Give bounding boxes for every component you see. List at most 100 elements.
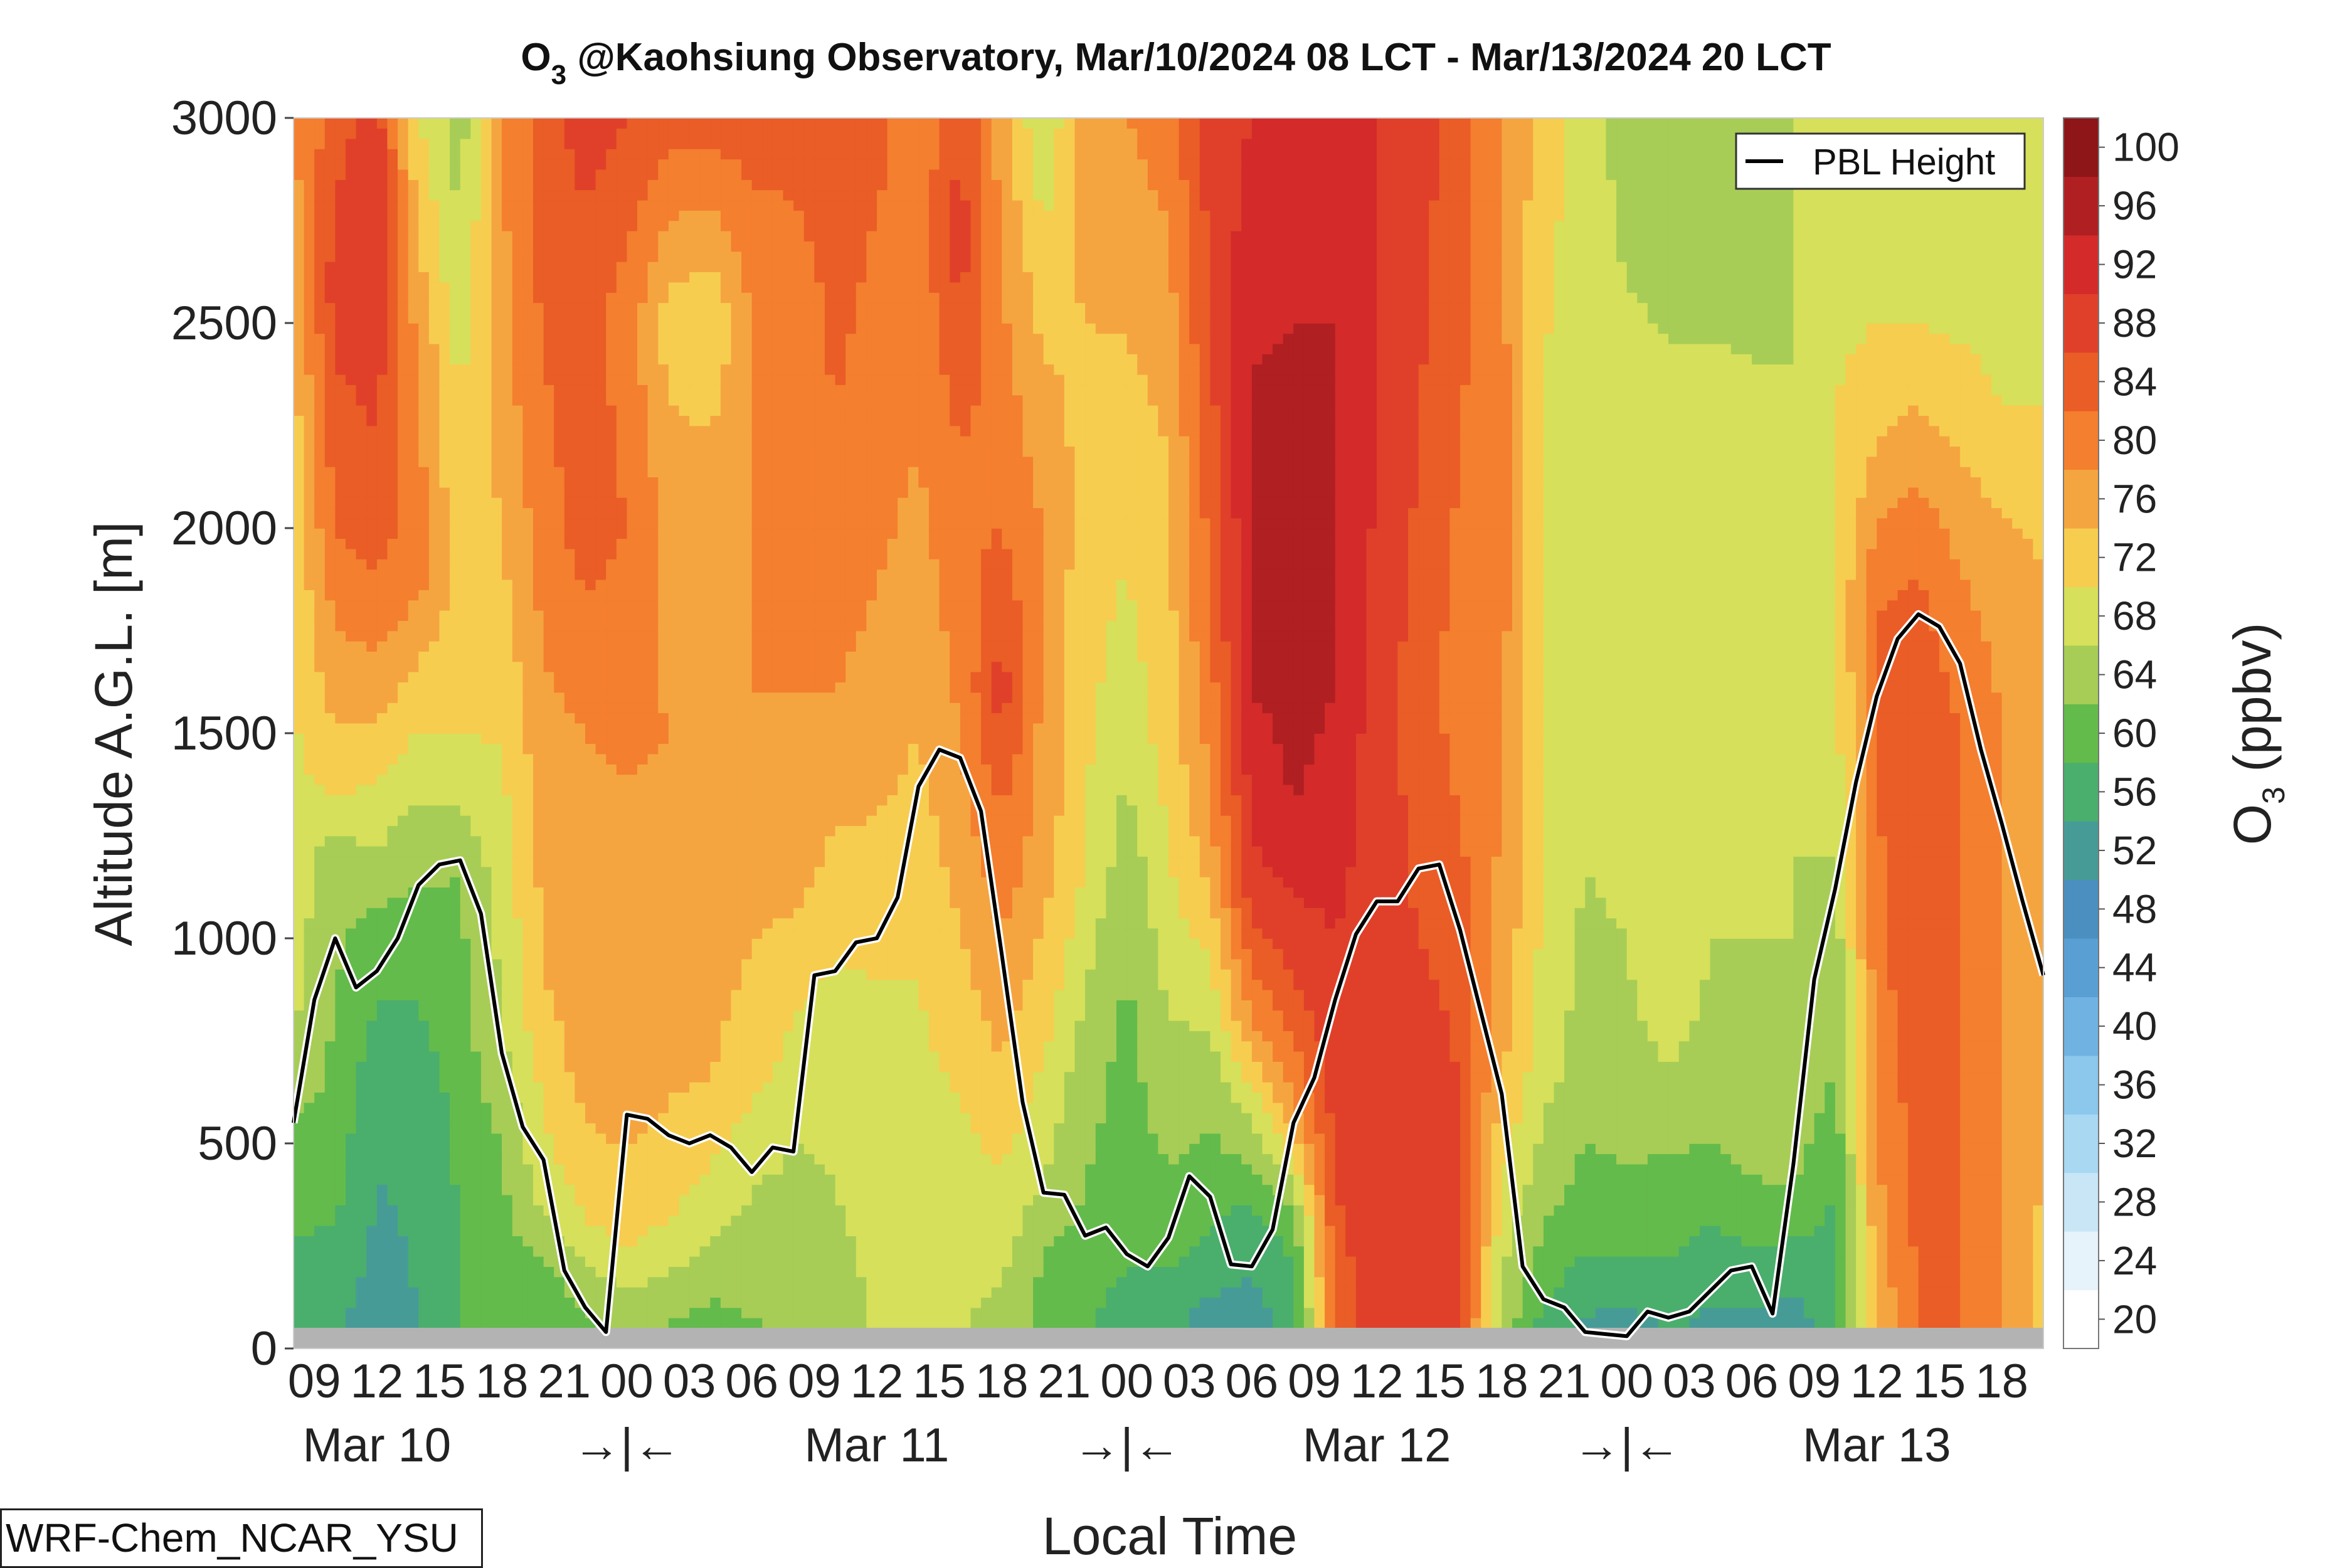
- heatmap-cell: [418, 333, 429, 344]
- heatmap-cell: [408, 1000, 419, 1010]
- heatmap-cell: [377, 159, 388, 169]
- heatmap-cell: [366, 282, 377, 293]
- heatmap-cell: [346, 497, 356, 508]
- heatmap-cell: [377, 1174, 388, 1185]
- heatmap-cell: [304, 1266, 315, 1277]
- heatmap-cell: [325, 262, 336, 272]
- heatmap-cell: [304, 959, 315, 970]
- heatmap-cell: [429, 374, 440, 385]
- heatmap-cell: [346, 528, 356, 539]
- heatmap-cell: [418, 1072, 429, 1083]
- heatmap-cell: [325, 1092, 336, 1103]
- heatmap-cell: [294, 457, 304, 467]
- heatmap-cell: [408, 580, 419, 590]
- heatmap-cell: [314, 190, 325, 201]
- heatmap-cell: [418, 785, 429, 795]
- heatmap-cell: [325, 272, 336, 282]
- heatmap-cell: [440, 467, 450, 477]
- heatmap-cell: [377, 395, 388, 406]
- heatmap-cell: [429, 969, 440, 980]
- heatmap-cell: [377, 457, 388, 467]
- heatmap-cell: [346, 1010, 356, 1020]
- heatmap-cell: [450, 1256, 460, 1267]
- heatmap-cell: [408, 969, 419, 980]
- heatmap-cell: [418, 610, 429, 621]
- heatmap-cell: [346, 1216, 356, 1226]
- heatmap-cell: [325, 1216, 336, 1226]
- heatmap-cell: [440, 1184, 450, 1195]
- heatmap-cell: [388, 1226, 398, 1236]
- heatmap-cell: [314, 1072, 325, 1083]
- heatmap-cell: [314, 252, 325, 262]
- heatmap-cell: [366, 805, 377, 816]
- heatmap-cell: [408, 764, 419, 775]
- heatmap-cell: [346, 405, 356, 416]
- heatmap-cell: [356, 272, 367, 282]
- heatmap-cell: [356, 1318, 367, 1328]
- heatmap-cell: [335, 856, 346, 867]
- heatmap-cell: [377, 221, 388, 231]
- heatmap-cell: [408, 692, 419, 703]
- heatmap-cell: [377, 1082, 388, 1093]
- heatmap-cell: [429, 1256, 440, 1267]
- heatmap-cell: [408, 1041, 419, 1052]
- heatmap-cell: [408, 364, 419, 374]
- heatmap-cell: [440, 928, 450, 939]
- heatmap-cell: [314, 1153, 325, 1164]
- heatmap-cell: [429, 436, 440, 447]
- heatmap-cell: [294, 1000, 304, 1010]
- heatmap-cell: [429, 179, 440, 190]
- heatmap-cell: [418, 825, 429, 836]
- heatmap-cell: [356, 538, 367, 549]
- heatmap-cell: [440, 1246, 450, 1257]
- heatmap-cell: [366, 1297, 377, 1308]
- heatmap-cell: [335, 1277, 346, 1288]
- heatmap-cell: [304, 580, 315, 590]
- heatmap-cell: [304, 272, 315, 282]
- heatmap-cell: [418, 221, 429, 231]
- heatmap-cell: [398, 518, 408, 529]
- heatmap-cell: [366, 610, 377, 621]
- heatmap-cell: [335, 1092, 346, 1103]
- heatmap-cell: [440, 241, 450, 252]
- heatmap-cell: [335, 446, 346, 457]
- heatmap-cell: [408, 1143, 419, 1154]
- heatmap-cell: [388, 979, 398, 990]
- heatmap-cell: [294, 149, 304, 159]
- heatmap-cell: [314, 169, 325, 180]
- heatmap-cell: [366, 590, 377, 600]
- heatmap-cell: [294, 313, 304, 324]
- heatmap-cell: [314, 856, 325, 867]
- heatmap-cell: [440, 743, 450, 754]
- heatmap-cell: [398, 969, 408, 980]
- heatmap-cell: [366, 179, 377, 190]
- heatmap-cell: [314, 1297, 325, 1308]
- heatmap-cell: [408, 457, 419, 467]
- heatmap-cell: [440, 1287, 450, 1298]
- heatmap-cell: [366, 190, 377, 201]
- heatmap-cell: [346, 457, 356, 467]
- heatmap-cell: [429, 200, 440, 211]
- heatmap-cell: [408, 210, 419, 221]
- heatmap-cell: [314, 426, 325, 437]
- heatmap-cell: [356, 221, 367, 231]
- heatmap-cell: [377, 795, 388, 805]
- heatmap-cell: [440, 179, 450, 190]
- heatmap-cell: [398, 231, 408, 241]
- heatmap-cell: [356, 600, 367, 611]
- heatmap-cell: [366, 743, 377, 754]
- heatmap-cell: [314, 210, 325, 221]
- heatmap-cell: [335, 815, 346, 826]
- heatmap-cell: [440, 1256, 450, 1267]
- heatmap-cell: [356, 313, 367, 324]
- heatmap-cell: [418, 426, 429, 437]
- heatmap-cell: [304, 426, 315, 437]
- heatmap-cell: [418, 662, 429, 672]
- heatmap-cell: [418, 908, 429, 918]
- heatmap-cell: [418, 743, 429, 754]
- heatmap-cell: [314, 1205, 325, 1216]
- heatmap-cell: [356, 1103, 367, 1113]
- heatmap-cell: [398, 1277, 408, 1288]
- heatmap-cell: [398, 169, 408, 180]
- heatmap-cell: [377, 1216, 388, 1226]
